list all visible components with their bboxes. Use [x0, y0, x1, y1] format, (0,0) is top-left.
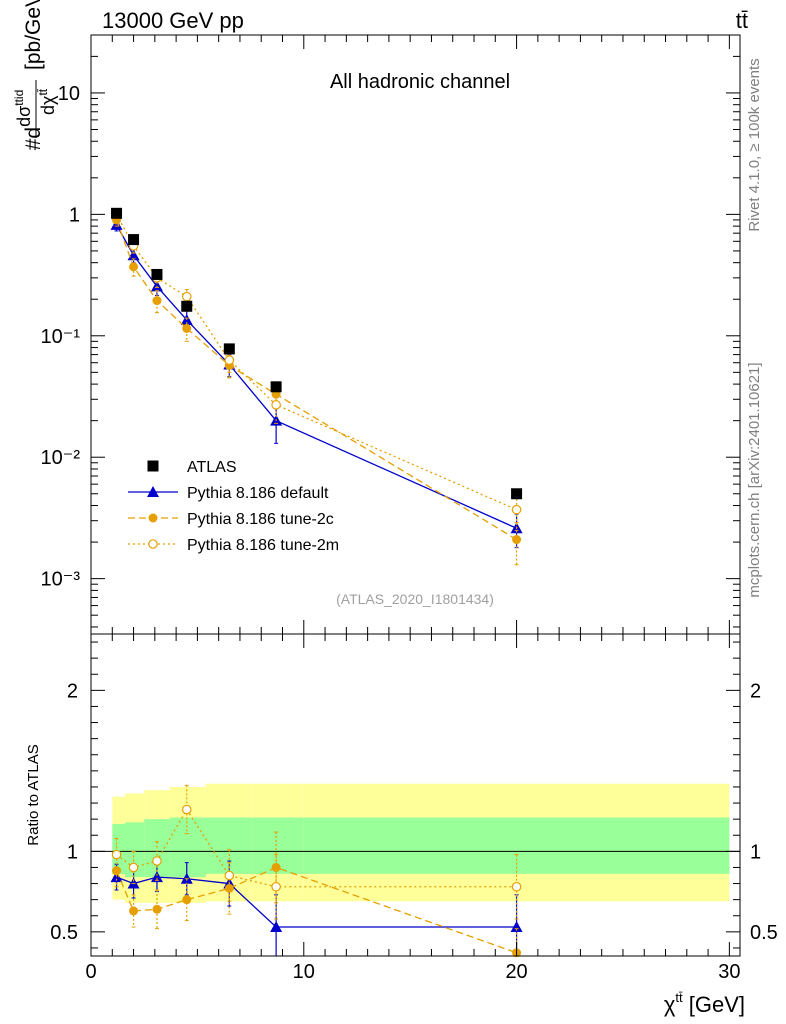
ratio-pythia-8-186-tune-2m-point [111, 849, 122, 860]
pythia-8-186-tune-2m-line [115, 214, 517, 511]
x-tick-label: 10 [293, 961, 315, 983]
ratio-pythia-8-186-default-point [270, 921, 283, 933]
svg-text:#ddσttid: #ddσttid [12, 90, 45, 151]
ratio-y-tick-label: 0.5 [50, 922, 78, 944]
ratio-panel: 0.5 0.51 12 20 10 20 30 Ratio to ATLAS χtt̄ [G… [25, 633, 778, 1017]
ratio-y-tick-label-right: 1 [750, 841, 761, 863]
pythia-8-186-tune-2m-point [181, 291, 192, 302]
y-tick-label: 10⁻¹ [41, 326, 81, 348]
legend-pythia-8-186-default-marker [147, 486, 159, 497]
process-label: tt̄ [736, 8, 748, 33]
ratio-y-tick-label: 2 [67, 680, 78, 702]
pythia-8-186-default-point [127, 249, 140, 261]
x-tick-label: 30 [718, 961, 740, 983]
stat-uncertainty-band [125, 822, 145, 878]
atlas-point [270, 381, 282, 393]
y-tick-label: 10⁻³ [41, 569, 81, 591]
ratio-pythia-8-186-tune-2m-point [128, 862, 139, 873]
rivet-version-label: Rivet 4.1.0, ≥ 100k events [746, 58, 763, 231]
stat-uncertainty-band [112, 823, 126, 874]
ratio-pythia-8-186-tune-2m-point [224, 870, 235, 881]
energy-label: 13000 GeV pp [102, 8, 244, 33]
pythia-8-186-tune-2m-point [224, 355, 235, 365]
ratio-pythia-8-186-tune-2m-point [511, 881, 522, 892]
y-tick-label: 10 [58, 83, 80, 105]
legend-pythia-8-186-tune-2c-label: Pythia 8.186 tune-2c [187, 511, 334, 528]
pythia-8-186-tune-2c-point [129, 262, 139, 272]
atlas-point [111, 207, 123, 219]
x-tick-label: 20 [505, 961, 527, 983]
ratio-pythia-8-186-tune-2c-point [129, 906, 139, 916]
pythia-8-186-tune-2c-point [152, 296, 162, 306]
main-panel: 10⁻³ 10⁻² 10⁻¹ 1 10 All hadronic channel (AT… [12, 0, 741, 635]
analysis-tag: (ATLAS_2020_I1801434) [336, 591, 494, 607]
ratio-pythia-8-186-default-point [110, 871, 123, 883]
ratio-pythia-8-186-tune-2m-point [271, 881, 281, 892]
x-tick-label: 0 [85, 961, 96, 983]
ratio-pythia-8-186-tune-2c-point [224, 883, 234, 893]
atlas-point [181, 300, 193, 312]
y-tick-label: 1 [69, 204, 80, 226]
ratio-frame [90, 633, 741, 957]
ratio-pythia-8-186-default-point [150, 871, 163, 883]
svg-text:[pb/GeV]: [pb/GeV] [22, 0, 45, 70]
ratio-pythia-8-186-tune-2m-point [152, 856, 162, 866]
pythia-8-186-default-line [115, 224, 517, 529]
ratio-pythia-8-186-tune-2c-point [182, 895, 192, 905]
ratio-pythia-8-186-default-point [510, 921, 523, 933]
legend-pythia-8-186-tune-2m-marker [148, 539, 158, 549]
legend-atlas-label: ATLAS [187, 459, 237, 476]
svg-text:dχtt̄: dχtt̄ [36, 88, 58, 115]
atlas-point [151, 268, 163, 280]
legend-pythia-8-186-tune-2m-label: Pythia 8.186 tune-2m [187, 537, 339, 554]
ratio-ylabel: Ratio to ATLAS [25, 744, 42, 845]
atlas-point [128, 234, 140, 246]
stat-uncertainty-band [303, 817, 730, 874]
pythia-8-186-tune-2c-point [512, 535, 522, 545]
y-tick-label: 10⁻² [41, 447, 81, 469]
legend-pythia-8-186-tune-2c-marker [148, 513, 158, 523]
stat-uncertainty-band [169, 817, 206, 878]
x-axis-label: χtt̄ [GeV] [664, 990, 745, 1017]
legend-pythia-8-186-default-label: Pythia 8.186 default [187, 485, 329, 502]
ratio-y-tick-label: 1 [67, 841, 78, 863]
main-ylabel: #ddσttid dχtt̄ [pb/GeV] [12, 0, 58, 150]
ratio-pythia-8-186-tune-2m-point [181, 804, 192, 815]
atlas-point [511, 488, 523, 500]
main-title: All hadronic channel [330, 71, 510, 93]
ratio-y-tick-label-right: 2 [750, 680, 761, 702]
atlas-point [223, 343, 235, 355]
legend: ATLAS Pythia 8.186 default Pythia 8.186 tu… [128, 459, 339, 554]
legend-atlas-marker [147, 460, 159, 472]
ratio-pythia-8-186-tune-2c-point [152, 904, 162, 914]
pythia-8-186-tune-2c-point [182, 323, 192, 333]
mcplots-site-label: mcplots.cern.ch [arXiv:2401.10621] [746, 362, 763, 597]
ratio-y-tick-label-right: 0.5 [750, 922, 778, 944]
pythia-8-186-tune-2m-point [511, 504, 522, 515]
pythia-8-186-tune-2m-point [271, 400, 281, 410]
